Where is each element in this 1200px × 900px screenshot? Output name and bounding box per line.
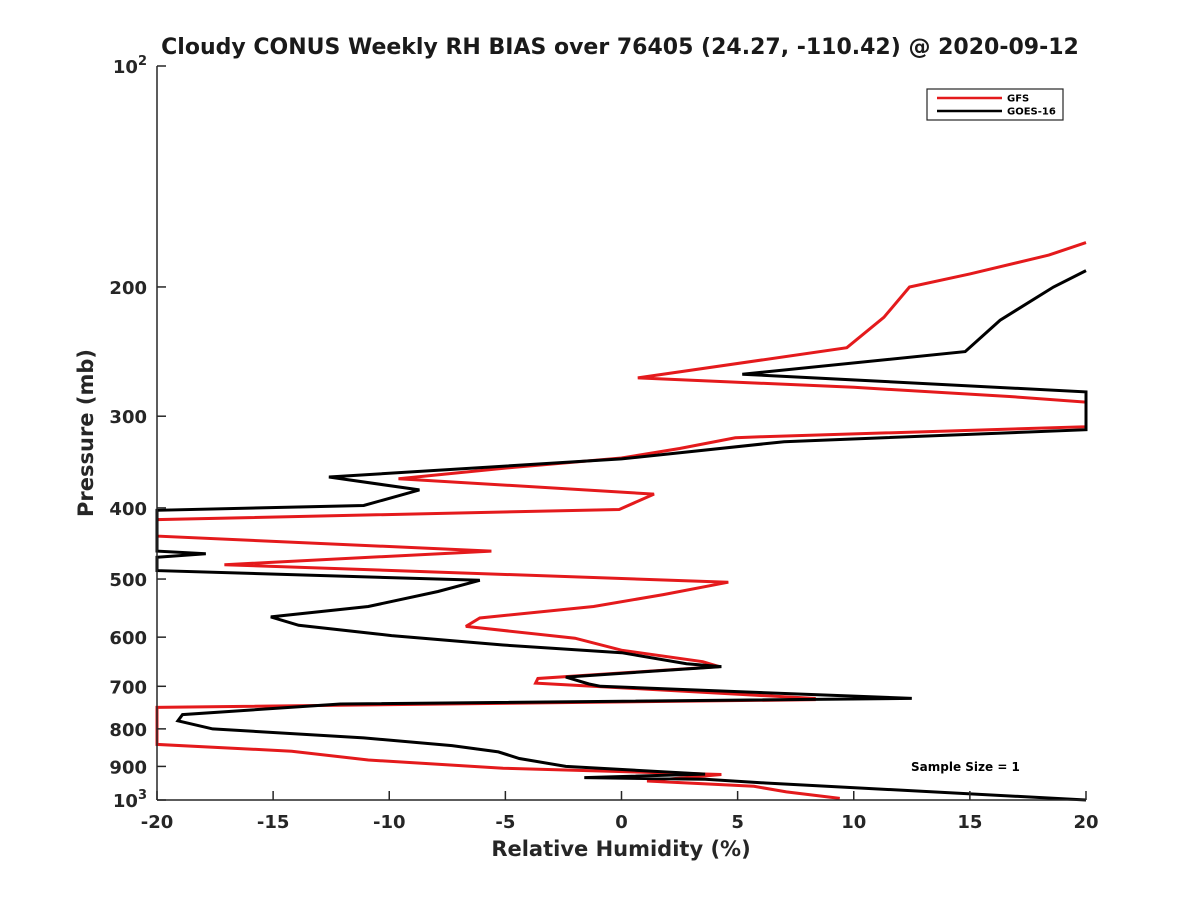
series-line-gfs <box>155 241 1088 800</box>
y-tick-label: 400 <box>109 499 147 520</box>
y-tick-label: 800 <box>109 720 147 741</box>
series-layer <box>155 241 1088 802</box>
y-ticks: 102 200 300 400 500 600 700 800 900 103 <box>109 54 166 812</box>
x-tick-label: -5 <box>495 812 515 833</box>
legend-label: GOES-16 <box>1007 107 1056 118</box>
legend-box <box>926 88 1064 121</box>
legend-label: GFS <box>1007 94 1029 105</box>
y-tick-label: 500 <box>109 570 147 591</box>
x-tick-label: -10 <box>373 812 406 833</box>
series-line-goes-16 <box>155 269 1088 802</box>
legend: GFS GOES-16 <box>926 88 1064 121</box>
sample-size-annotation: Sample Size = 1 <box>911 760 1020 774</box>
y-tick-label: 900 <box>109 757 147 778</box>
legend-items: GFS GOES-16 <box>937 94 1056 118</box>
plot-area <box>157 66 1086 800</box>
x-tick-label: 10 <box>841 812 866 833</box>
y-tick-label: 103 <box>113 788 147 812</box>
y-tick-label: 700 <box>109 677 147 698</box>
y-axis-label: Pressure (mb) <box>74 349 98 517</box>
chart-title: Cloudy CONUS Weekly RH BIAS over 76405 (… <box>161 35 1079 60</box>
y-tick-label: 102 <box>113 54 147 78</box>
x-tick-label: 5 <box>731 812 744 833</box>
x-tick-label: 20 <box>1073 812 1098 833</box>
x-ticks: -20 -15 -10 -5 0 5 10 15 20 <box>141 791 1099 833</box>
x-tick-label: 0 <box>615 812 628 833</box>
x-tick-label: -20 <box>141 812 174 833</box>
x-axis-label: Relative Humidity (%) <box>491 837 750 861</box>
y-tick-label: 600 <box>109 628 147 649</box>
y-tick-label: 300 <box>109 407 147 428</box>
y-tick-label: 200 <box>109 278 147 299</box>
x-tick-label: 15 <box>957 812 982 833</box>
x-tick-label: -15 <box>257 812 290 833</box>
